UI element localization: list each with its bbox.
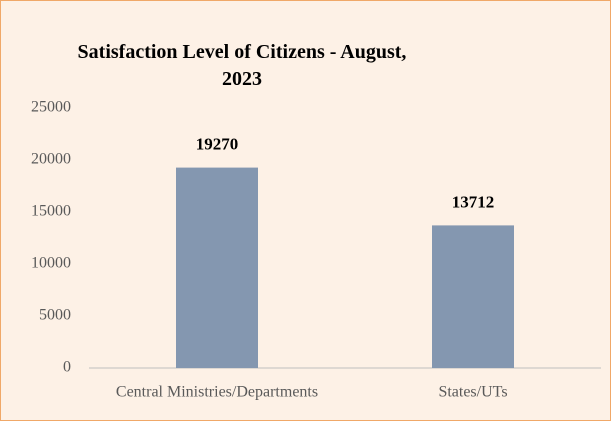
y-tick-label: 5000 (39, 307, 71, 324)
chart-title: Satisfaction Level of Citizens - August,… (77, 41, 407, 90)
x-tick-label: States/UTs (438, 384, 507, 401)
bar (176, 167, 258, 368)
y-tick-label: 25000 (31, 99, 71, 116)
y-tick-label: 20000 (31, 151, 71, 168)
x-tick-label: Central Ministries/Departments (116, 384, 318, 401)
bar (432, 225, 514, 368)
value-label: 13712 (452, 192, 495, 211)
value-label: 19270 (196, 134, 239, 153)
y-tick-label: 10000 (31, 255, 71, 272)
y-tick-label: 0 (63, 359, 71, 376)
y-tick-label: 15000 (31, 203, 71, 220)
